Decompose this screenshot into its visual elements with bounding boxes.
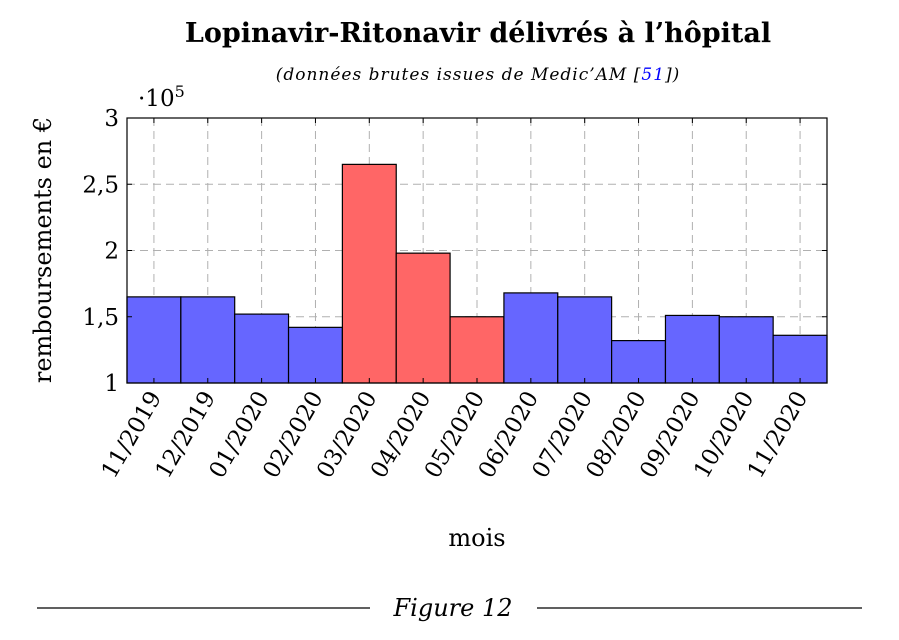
bar-01-2020 [234,313,290,384]
y-tick-label: 2,5 [82,172,119,198]
bar-06-2020 [503,292,559,384]
subtitle-ref-link[interactable]: 51 [641,65,665,85]
bar-10-2020 [718,316,774,384]
bar-12-2019 [180,296,236,384]
bar-08-2020 [611,340,667,384]
bar-04-2020 [395,252,451,384]
y-tick-label: 1 [104,371,119,397]
bar-11-2019 [126,296,182,384]
bar-09-2020 [664,314,720,384]
chart-title: Lopinavir-Ritonavir délivrés à l’hôpital [185,18,771,49]
y-tick-label: 1,5 [82,305,119,331]
bar-07-2020 [557,296,613,384]
bar-11-2020 [772,334,828,384]
y-multiplier: ·105 [138,82,185,112]
bars [126,163,828,384]
bar-03-2020 [341,163,397,384]
bar-02-2020 [287,326,343,384]
subtitle-suffix: ]) [664,65,680,85]
y-axis-label: remboursements en € [29,117,57,383]
chart-subtitle: (données brutes issues de Medic’AM [51]) [276,65,681,85]
subtitle-prefix: (données brutes issues de Medic’AM [ [276,65,642,85]
x-axis-label: mois [448,524,505,552]
figure-caption: Figure 12 [393,594,513,622]
y-tick-label: 2 [104,239,119,265]
y-ticks: 1 1,5 2 2,5 3 [82,106,827,397]
y-tick-label: 3 [104,106,119,132]
bar-05-2020 [449,316,505,384]
